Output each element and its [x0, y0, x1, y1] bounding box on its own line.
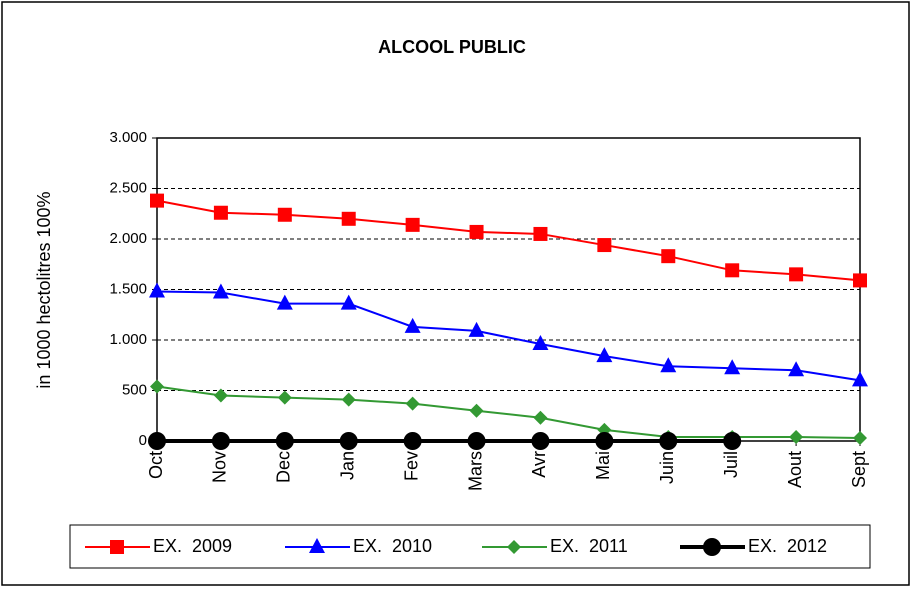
data-point — [148, 432, 166, 450]
data-point — [403, 432, 422, 450]
x-tick-label: Mars — [465, 451, 485, 491]
data-point — [661, 249, 676, 264]
x-tick-label: Mai — [593, 451, 613, 480]
data-point — [467, 432, 486, 450]
x-tick-label: Fev — [401, 451, 421, 481]
data-point — [213, 388, 228, 403]
data-point — [405, 396, 420, 411]
data-point — [853, 430, 867, 445]
x-tick-label: Aout — [785, 451, 805, 488]
legend-label: EX. 2009 — [153, 536, 232, 556]
data-point — [596, 347, 613, 363]
data-point — [469, 403, 484, 418]
data-point — [724, 359, 741, 375]
data-point — [341, 392, 356, 407]
y-axis-label: in 1000 hectolitres 100% — [34, 191, 54, 388]
x-tick-label: Juin — [657, 451, 677, 484]
y-tick-label: 2.500 — [109, 179, 147, 196]
y-tick-label: 3.000 — [109, 129, 147, 146]
y-tick-label: 2.000 — [109, 230, 147, 247]
x-tick-label: Sept — [849, 451, 869, 488]
data-point — [341, 211, 356, 226]
data-point — [723, 432, 742, 450]
data-point — [213, 205, 228, 220]
data-point — [405, 217, 420, 232]
series-line — [156, 290, 861, 382]
data-point — [789, 429, 804, 444]
x-tick-label: Jan — [337, 451, 357, 480]
chart-title: ALCOOL PUBLIC — [378, 37, 526, 57]
data-point — [659, 432, 678, 450]
x-tick-label: Oct — [146, 451, 166, 479]
legend-label: EX. 2012 — [748, 536, 827, 556]
data-point — [788, 361, 805, 377]
data-point — [468, 321, 485, 337]
data-point — [532, 335, 549, 351]
data-point — [150, 193, 164, 208]
series-line — [156, 385, 861, 439]
data-point — [211, 432, 230, 450]
legend-marker — [507, 540, 521, 554]
data-point — [533, 410, 548, 425]
data-point — [533, 226, 548, 241]
y-tick-label: 500 — [122, 381, 147, 398]
x-tick-label: Nov — [210, 451, 230, 483]
legend-marker — [309, 538, 325, 553]
data-point — [275, 432, 294, 450]
data-point — [725, 263, 740, 278]
data-point — [277, 390, 292, 405]
y-tick-label: 1.500 — [109, 280, 147, 297]
x-tick-label: Dec — [274, 451, 294, 483]
y-tick-label: 0 — [139, 432, 147, 449]
data-point — [277, 207, 292, 222]
x-tick-label: Juil — [721, 451, 741, 478]
data-point — [853, 273, 867, 288]
series-line — [156, 199, 861, 282]
data-point — [597, 238, 612, 253]
data-point — [212, 283, 229, 299]
data-point — [531, 432, 550, 450]
data-point — [469, 224, 484, 239]
data-point — [150, 379, 164, 394]
data-point — [340, 294, 357, 310]
legend-marker — [703, 538, 721, 556]
legend-marker — [110, 540, 124, 554]
data-point — [404, 317, 421, 333]
data-point — [339, 432, 358, 450]
data-point — [595, 432, 614, 450]
data-point — [276, 294, 293, 310]
legend-label: EX. 2011 — [550, 536, 628, 556]
x-tick-label: Avr — [529, 451, 549, 478]
y-tick-label: 1.000 — [109, 331, 147, 348]
data-point — [852, 371, 868, 387]
legend-label: EX. 2010 — [353, 536, 432, 556]
data-point — [660, 357, 677, 373]
data-point — [789, 267, 804, 282]
data-point — [149, 282, 165, 298]
